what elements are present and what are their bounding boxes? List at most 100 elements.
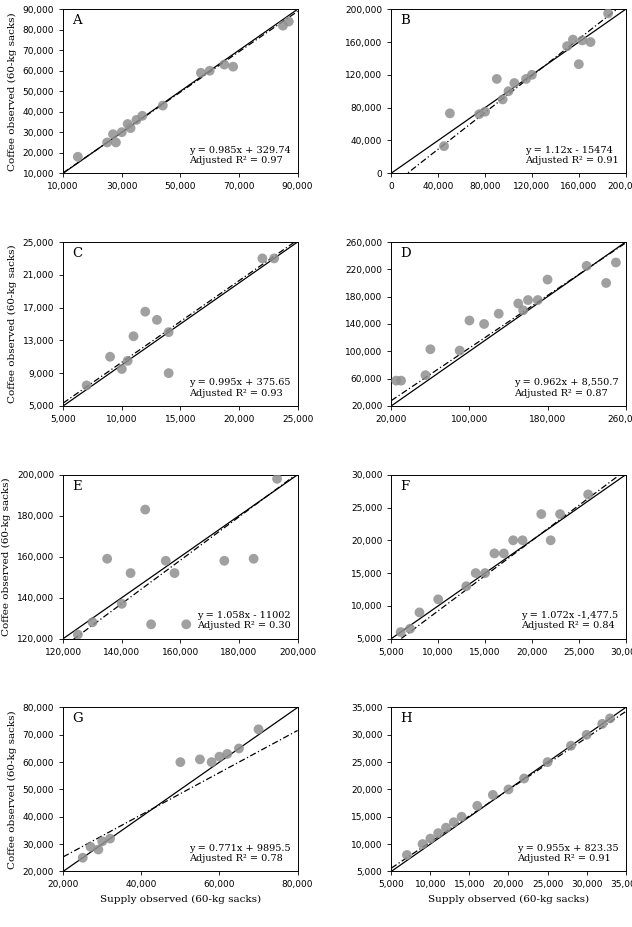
Point: [494, 306, 504, 321]
Point: [581, 259, 592, 273]
Point: [234, 741, 244, 756]
Point: [509, 76, 520, 91]
Point: [164, 366, 174, 381]
Point: [504, 782, 514, 797]
Text: y = 0.955x + 823.35
Adjusted R² = 0.91: y = 0.955x + 823.35 Adjusted R² = 0.91: [517, 844, 619, 863]
Text: y = 1.058x - 11002
Adjusted R² = 0.30: y = 1.058x - 11002 Adjusted R² = 0.30: [197, 611, 291, 630]
Point: [492, 71, 502, 86]
Point: [454, 343, 465, 358]
Point: [111, 135, 121, 150]
Point: [479, 316, 489, 331]
Y-axis label: Coffee observed (60-kg sacks): Coffee observed (60-kg sacks): [8, 245, 17, 403]
Point: [562, 39, 572, 54]
Point: [152, 312, 162, 327]
Point: [117, 125, 127, 140]
Point: [396, 625, 406, 640]
Point: [536, 507, 546, 522]
Point: [102, 135, 112, 150]
Point: [508, 533, 518, 548]
Point: [585, 34, 595, 49]
Point: [489, 546, 499, 561]
Point: [73, 628, 83, 642]
Point: [465, 313, 475, 328]
Point: [269, 251, 279, 266]
Y-axis label: Coffee observed (60-kg sacks): Coffee observed (60-kg sacks): [3, 477, 11, 636]
Point: [195, 752, 205, 767]
Point: [523, 293, 533, 308]
Point: [222, 746, 233, 761]
Y-axis label: Coffee observed (60-kg sacks): Coffee observed (60-kg sacks): [8, 710, 17, 869]
Point: [555, 507, 565, 522]
Point: [396, 374, 406, 388]
Point: [126, 121, 136, 135]
Point: [108, 127, 118, 142]
Point: [161, 553, 171, 568]
Point: [131, 112, 142, 127]
Point: [474, 107, 484, 121]
Point: [140, 502, 150, 517]
Text: E: E: [73, 479, 82, 492]
Point: [480, 565, 490, 580]
Point: [518, 303, 528, 318]
Point: [257, 251, 267, 266]
Point: [140, 304, 150, 319]
Point: [497, 92, 507, 107]
Point: [196, 66, 206, 81]
Point: [418, 837, 428, 852]
Point: [228, 59, 238, 74]
Point: [405, 621, 415, 636]
Point: [601, 275, 611, 290]
Point: [471, 565, 481, 580]
Text: y = 0.771x + 9895.5
Adjusted R² = 0.78: y = 0.771x + 9895.5 Adjusted R² = 0.78: [189, 844, 291, 863]
Point: [85, 839, 95, 854]
Point: [527, 68, 537, 83]
Point: [420, 368, 430, 383]
Point: [461, 578, 471, 593]
Point: [137, 108, 147, 123]
Point: [449, 815, 459, 830]
Point: [513, 296, 523, 311]
Point: [425, 342, 435, 357]
Point: [272, 472, 282, 487]
Text: B: B: [401, 14, 410, 27]
Point: [488, 787, 498, 802]
Text: G: G: [73, 712, 83, 726]
Text: y = 0.985x + 329.74
Adjusted R² = 0.97: y = 0.985x + 329.74 Adjusted R² = 0.97: [189, 146, 291, 165]
Point: [117, 362, 127, 376]
Point: [533, 293, 543, 308]
Point: [402, 847, 412, 862]
X-axis label: Supply observed (60-kg sacks): Supply observed (60-kg sacks): [428, 895, 589, 904]
Point: [181, 616, 191, 631]
Point: [433, 592, 443, 607]
Point: [499, 546, 509, 561]
Point: [175, 755, 185, 769]
Point: [521, 71, 531, 86]
Point: [219, 553, 229, 568]
Point: [219, 57, 229, 72]
Point: [123, 117, 133, 132]
Point: [158, 98, 168, 113]
Text: F: F: [401, 479, 410, 492]
Point: [518, 533, 528, 548]
Point: [214, 749, 224, 764]
Point: [545, 533, 556, 548]
Point: [102, 552, 112, 566]
Point: [542, 755, 552, 769]
Text: C: C: [73, 247, 83, 260]
Text: y = 1.12x - 15474
Adjusted R² = 0.91: y = 1.12x - 15474 Adjusted R² = 0.91: [525, 146, 619, 165]
Point: [456, 809, 466, 824]
Text: H: H: [401, 712, 412, 726]
Point: [94, 842, 104, 857]
Point: [205, 63, 215, 78]
Point: [128, 329, 138, 344]
Point: [105, 349, 115, 364]
Point: [73, 149, 83, 164]
Point: [415, 605, 425, 620]
Point: [581, 728, 592, 743]
Point: [146, 616, 156, 631]
Point: [603, 6, 613, 20]
Point: [253, 722, 264, 737]
Point: [445, 106, 455, 121]
Point: [566, 738, 576, 753]
Point: [519, 771, 529, 786]
